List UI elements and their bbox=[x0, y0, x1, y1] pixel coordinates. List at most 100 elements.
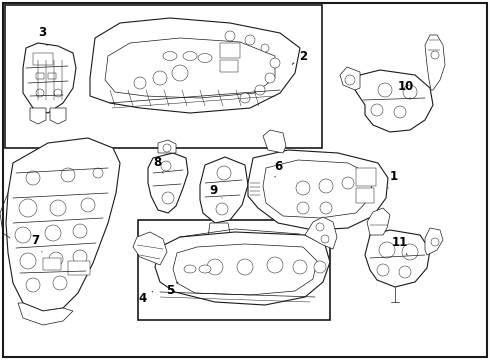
Circle shape bbox=[399, 266, 411, 278]
Circle shape bbox=[293, 260, 307, 274]
Bar bbox=[43, 258, 61, 270]
Circle shape bbox=[255, 85, 265, 95]
Circle shape bbox=[45, 225, 61, 241]
Circle shape bbox=[267, 257, 283, 273]
Polygon shape bbox=[263, 160, 373, 218]
Polygon shape bbox=[18, 303, 73, 325]
Circle shape bbox=[379, 242, 395, 258]
Circle shape bbox=[73, 224, 87, 238]
Polygon shape bbox=[305, 217, 337, 249]
Circle shape bbox=[402, 244, 418, 260]
Circle shape bbox=[394, 106, 406, 118]
Circle shape bbox=[153, 71, 167, 85]
Ellipse shape bbox=[163, 51, 177, 60]
Polygon shape bbox=[23, 43, 76, 113]
Bar bbox=[36, 73, 44, 79]
Circle shape bbox=[26, 278, 40, 292]
Circle shape bbox=[216, 203, 228, 215]
Text: 1: 1 bbox=[388, 170, 398, 188]
Circle shape bbox=[316, 223, 324, 231]
Circle shape bbox=[320, 202, 332, 214]
Text: 6: 6 bbox=[274, 161, 282, 177]
Polygon shape bbox=[90, 18, 300, 113]
Ellipse shape bbox=[184, 265, 196, 273]
Circle shape bbox=[265, 73, 275, 83]
Text: 2: 2 bbox=[292, 49, 307, 64]
Polygon shape bbox=[263, 130, 286, 153]
Text: 7: 7 bbox=[31, 234, 42, 252]
Bar bbox=[5, 5, 322, 148]
Circle shape bbox=[245, 35, 255, 45]
Polygon shape bbox=[340, 67, 360, 90]
Circle shape bbox=[237, 259, 253, 275]
Circle shape bbox=[403, 85, 417, 99]
Circle shape bbox=[377, 264, 389, 276]
Circle shape bbox=[431, 238, 439, 246]
Circle shape bbox=[342, 177, 354, 189]
Polygon shape bbox=[173, 244, 317, 295]
Circle shape bbox=[225, 31, 235, 41]
Polygon shape bbox=[155, 232, 330, 305]
Circle shape bbox=[172, 65, 188, 81]
Circle shape bbox=[296, 181, 310, 195]
Text: 5: 5 bbox=[166, 282, 178, 297]
Polygon shape bbox=[200, 157, 248, 223]
Circle shape bbox=[15, 227, 31, 243]
Circle shape bbox=[261, 44, 269, 52]
Circle shape bbox=[53, 276, 67, 290]
Bar bbox=[220, 43, 240, 58]
Circle shape bbox=[314, 261, 326, 273]
Circle shape bbox=[240, 93, 250, 103]
Polygon shape bbox=[425, 228, 443, 255]
Bar bbox=[138, 220, 330, 320]
Circle shape bbox=[50, 200, 66, 216]
Circle shape bbox=[297, 202, 309, 214]
Polygon shape bbox=[30, 108, 46, 124]
Bar bbox=[68, 261, 90, 275]
Polygon shape bbox=[133, 232, 167, 265]
Polygon shape bbox=[158, 140, 176, 153]
Circle shape bbox=[93, 168, 103, 178]
Circle shape bbox=[19, 199, 37, 217]
Circle shape bbox=[345, 75, 355, 85]
Polygon shape bbox=[248, 150, 388, 230]
Bar bbox=[356, 188, 374, 203]
Circle shape bbox=[61, 168, 75, 182]
Polygon shape bbox=[148, 153, 188, 213]
Polygon shape bbox=[105, 38, 275, 98]
Ellipse shape bbox=[198, 54, 212, 63]
Circle shape bbox=[36, 89, 44, 97]
Text: 4: 4 bbox=[139, 292, 153, 305]
Bar bbox=[356, 168, 376, 186]
Polygon shape bbox=[50, 108, 66, 124]
Circle shape bbox=[26, 171, 40, 185]
Polygon shape bbox=[425, 35, 445, 90]
Circle shape bbox=[73, 250, 87, 264]
Ellipse shape bbox=[199, 265, 211, 273]
Circle shape bbox=[20, 253, 36, 269]
Circle shape bbox=[217, 166, 231, 180]
Polygon shape bbox=[6, 138, 120, 311]
Polygon shape bbox=[355, 70, 433, 132]
Circle shape bbox=[319, 179, 333, 193]
Text: 8: 8 bbox=[153, 157, 163, 173]
Text: 11: 11 bbox=[392, 235, 408, 255]
Circle shape bbox=[431, 51, 439, 59]
Circle shape bbox=[207, 259, 223, 275]
Bar bbox=[220, 60, 238, 72]
Circle shape bbox=[162, 192, 174, 204]
Bar bbox=[48, 73, 56, 79]
Polygon shape bbox=[208, 223, 230, 245]
Polygon shape bbox=[365, 230, 430, 287]
Circle shape bbox=[161, 161, 171, 171]
Circle shape bbox=[49, 252, 63, 266]
Circle shape bbox=[321, 235, 329, 243]
Text: 9: 9 bbox=[209, 184, 222, 198]
Circle shape bbox=[163, 144, 171, 152]
Polygon shape bbox=[367, 208, 390, 235]
Text: 3: 3 bbox=[38, 27, 47, 45]
Circle shape bbox=[54, 89, 62, 97]
Ellipse shape bbox=[183, 51, 197, 60]
Circle shape bbox=[378, 83, 392, 97]
Circle shape bbox=[81, 198, 95, 212]
